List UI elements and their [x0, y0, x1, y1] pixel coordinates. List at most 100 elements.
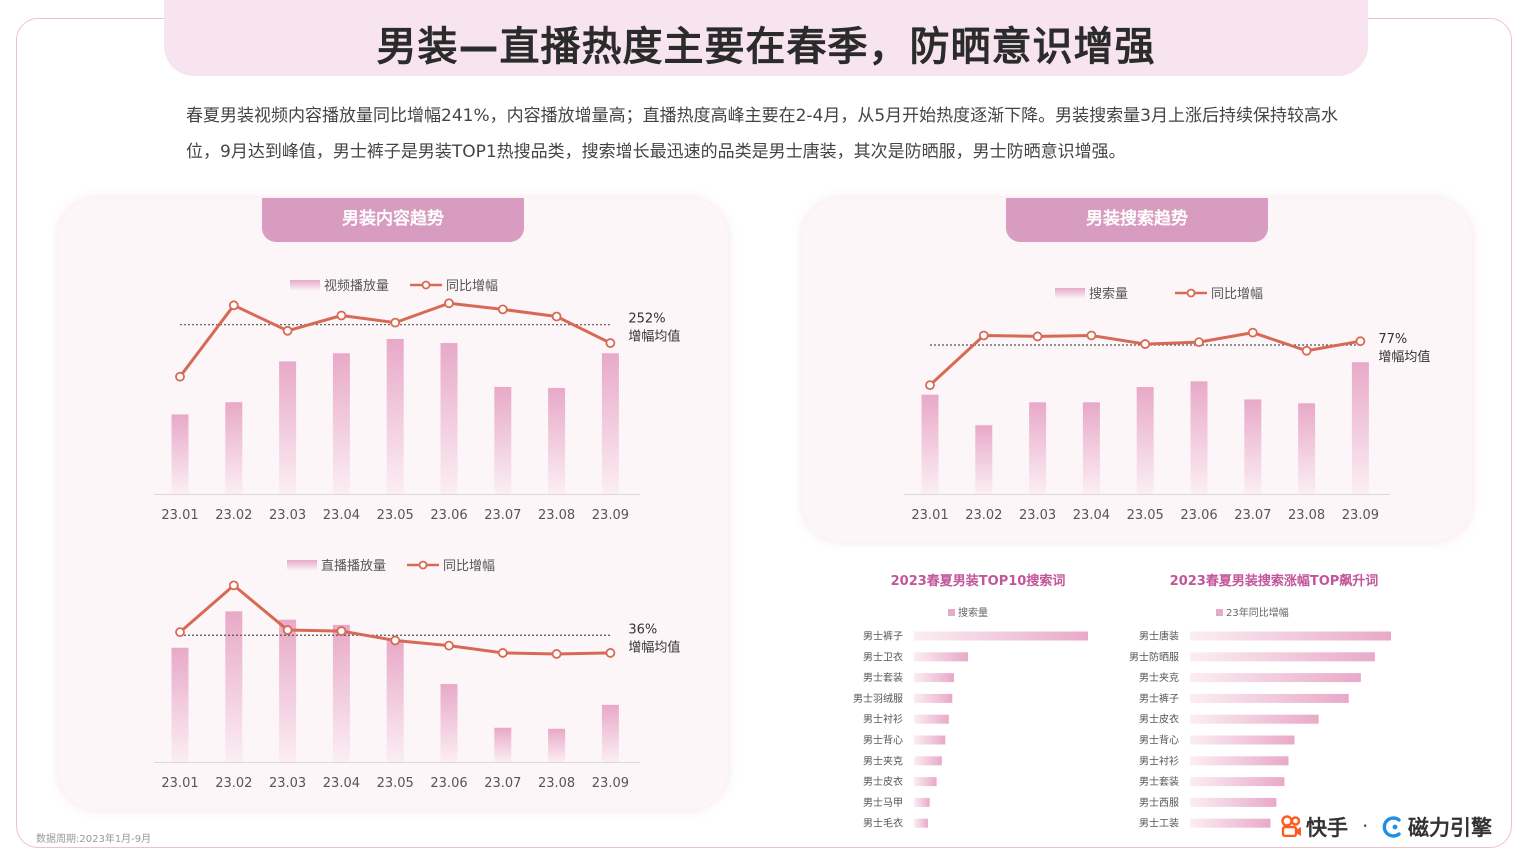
x-tick-label: 23.01	[161, 776, 198, 791]
legend-line-label: 同比增幅	[1211, 287, 1263, 302]
bar-label: 男士皮衣	[863, 775, 903, 788]
growth-point-23.03	[282, 625, 293, 635]
legend-label: 搜索量	[958, 606, 988, 619]
legend-swatch	[948, 609, 955, 616]
legend-bar-swatch	[287, 560, 317, 570]
bar-23.03	[1029, 402, 1047, 494]
hbar-男士工装	[1190, 818, 1271, 828]
bar-23.05	[1136, 387, 1154, 494]
legend-line-marker	[1186, 288, 1196, 298]
growth-point-23.07	[497, 304, 508, 315]
x-tick-label: 23.02	[215, 776, 252, 791]
growth-point-23.08	[551, 311, 562, 322]
bar-23.08	[548, 387, 566, 494]
x-tick-label: 23.05	[377, 508, 414, 523]
growth-point-23.04	[1086, 330, 1097, 341]
x-tick-label: 23.05	[1127, 508, 1164, 523]
bar-23.02	[225, 611, 243, 762]
growth-point-23.02	[978, 330, 989, 341]
x-tick-label: 23.06	[1180, 508, 1217, 523]
growth-point-23.03	[282, 325, 293, 336]
average-value-label: 36%	[628, 622, 657, 637]
legend-label: 23年同比增幅	[1226, 606, 1289, 619]
bar-23.06	[440, 343, 458, 494]
search-trend-tab: 男装搜索趋势	[1006, 198, 1268, 242]
growth-point-23.07	[1247, 327, 1258, 338]
bar-23.03	[279, 619, 297, 762]
bar-23.06	[1190, 381, 1208, 494]
x-tick-label: 23.07	[484, 508, 521, 523]
hbar-男士裤子	[914, 631, 1088, 641]
legend-bar-swatch	[290, 280, 320, 290]
growth-point-23.06	[444, 640, 454, 651]
hbar-男士夹克	[1190, 673, 1361, 683]
average-label: 增幅均值	[628, 329, 680, 345]
video-trend-chart: 视频播放量 同比增幅 23.01 23.02 23.03 23.04 23.05 23.06 2…	[154, 279, 680, 523]
bar-23.04	[332, 353, 350, 494]
x-tick-label: 23.07	[484, 776, 521, 791]
x-tick-label: 23.01	[161, 508, 198, 523]
bar-label: 男士套装	[1139, 775, 1179, 788]
x-tick-label: 23.08	[538, 508, 575, 523]
bar-23.01	[171, 647, 189, 762]
average-label: 增幅均值	[1378, 349, 1430, 365]
growth-point-23.05	[390, 635, 401, 646]
bar-label: 男士唐装	[1139, 630, 1179, 643]
x-tick-label: 23.09	[1342, 508, 1379, 523]
bar-23.06	[440, 684, 458, 762]
bar-23.07	[494, 386, 512, 494]
bar-label: 男士裤子	[863, 630, 903, 643]
x-tick-label: 23.03	[269, 508, 306, 523]
x-tick-label: 23.01	[911, 508, 948, 523]
legend-line-label: 同比增幅	[443, 559, 495, 574]
bar-label: 男士套装	[863, 671, 903, 684]
bar-label: 男士衬衫	[863, 713, 903, 726]
kuaishou-logo-icon	[1281, 815, 1301, 837]
legend-swatch	[1216, 609, 1223, 616]
legend-line-label: 同比增幅	[446, 279, 498, 294]
growth-point-23.08	[551, 649, 562, 659]
page-description: 春夏男装视频内容播放量同比增幅241%，内容播放增量高；直播热度高峰主要在2-4…	[186, 106, 1338, 162]
chart-title: 2023春夏男装TOP10搜索词	[891, 573, 1066, 589]
average-value-label: 77%	[1378, 332, 1407, 347]
hbar-男士夹克	[914, 756, 942, 766]
growth-point-23.04	[336, 310, 347, 321]
bar-label: 男士皮衣	[1139, 713, 1179, 726]
x-tick-label: 23.04	[1073, 508, 1110, 523]
x-tick-label: 23.04	[323, 776, 360, 791]
hbar-男士衬衫	[914, 714, 949, 724]
average-label: 增幅均值	[628, 639, 680, 655]
x-tick-label: 23.06	[430, 776, 467, 791]
hbar-男士衬衫	[1190, 756, 1289, 766]
bar-label: 男士工装	[1139, 817, 1179, 830]
content-trend-tab: 男装内容趋势	[262, 198, 524, 242]
x-tick-label: 23.09	[592, 508, 629, 523]
hbar-男士背心	[914, 735, 946, 745]
growth-point-23.05	[1140, 339, 1151, 349]
hbar-男士卫衣	[914, 652, 968, 662]
bar-23.02	[975, 425, 993, 494]
hbar-男士背心	[1190, 735, 1295, 745]
growth-point-23.04	[336, 626, 347, 636]
top10-search-terms-chart: 2023春夏男装TOP10搜索词搜索量男士裤子男士卫衣男士套装男士羽绒服男士衬衫…	[853, 573, 1088, 830]
hbar-男士羽绒服	[914, 693, 953, 703]
growth-point-23.01	[175, 371, 185, 382]
x-tick-label: 23.03	[269, 776, 306, 791]
bar-label: 男士马甲	[863, 796, 903, 809]
growth-point-23.09	[1355, 336, 1366, 347]
x-tick-label: 23.02	[215, 508, 252, 523]
x-tick-label: 23.08	[1288, 508, 1325, 523]
bar-label: 男士毛衣	[863, 817, 903, 830]
bar-23.07	[1244, 399, 1262, 494]
legend-line-marker	[421, 280, 431, 290]
x-tick-label: 23.02	[965, 508, 1002, 523]
bar-23.05	[386, 338, 404, 494]
bar-label: 男士衬衫	[1139, 754, 1179, 767]
page-title: 男装—直播热度主要在春季，防晒意识增强	[376, 24, 1156, 70]
bar-23.08	[1298, 403, 1316, 494]
x-tick-label: 23.09	[592, 776, 629, 791]
bar-23.01	[171, 414, 189, 494]
search-trend-chart: 搜索量 同比增幅 23.01 23.02 23.03 23.04 23.05 23.06 23.…	[904, 287, 1430, 523]
hbar-男士套装	[914, 673, 955, 683]
data-period-note: 数据周期:2023年1月-9月	[36, 834, 152, 845]
